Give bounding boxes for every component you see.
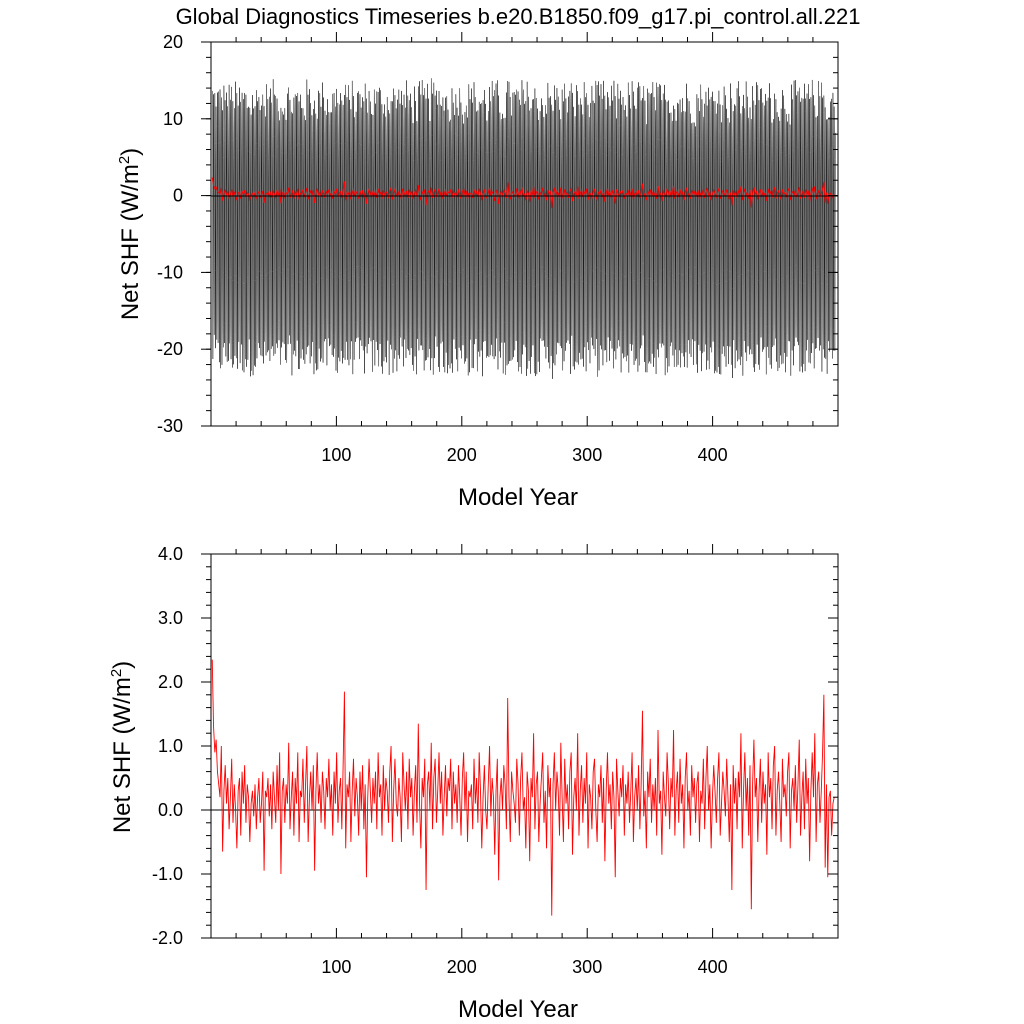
y-tick-label: 0.0	[158, 800, 183, 820]
bottom-annual-mean-line	[211, 659, 835, 916]
y-tick-label: -30	[157, 416, 183, 436]
x-tick-label: 100	[321, 445, 351, 465]
bottom-y-axis-label-main: Net SHF (W/m	[109, 677, 136, 833]
bottom-y-tick-labels: -2.0 -1.0 0.0 1.0 2.0 3.0 4.0	[152, 544, 183, 948]
x-tick-label: 300	[572, 445, 602, 465]
top-x-tick-labels: 100 200 300 400	[321, 445, 727, 465]
bottom-x-tick-labels: 100 200 300 400	[321, 957, 727, 977]
top-y-tick-labels: -30 -20 -10 0 10 20	[157, 32, 183, 436]
top-series-group	[211, 78, 836, 379]
y-tick-label: -10	[157, 262, 183, 282]
y-tick-label: 0	[173, 186, 183, 206]
x-tick-label: 400	[698, 957, 728, 977]
top-plot-frame	[210, 41, 839, 427]
top-tick-marks	[201, 32, 838, 427]
top-panel: -30 -20 -10 0 10 20 100 200 300 400 Model Year N…	[116, 32, 839, 511]
bottom-plot-frame	[210, 553, 839, 939]
bottom-tick-marks	[201, 544, 838, 939]
y-tick-label: 10	[163, 109, 183, 129]
x-tick-label: 300	[572, 957, 602, 977]
bottom-series-group	[211, 659, 835, 916]
y-tick-label: 3.0	[158, 608, 183, 628]
top-y-axis-label-superscript: 2	[116, 156, 133, 164]
bottom-y-axis-label: Net SHF (W/m2)	[108, 661, 136, 833]
bottom-plot-area	[211, 659, 838, 916]
y-tick-label: -1.0	[152, 864, 183, 884]
top-y-axis-label-main: Net SHF (W/m	[117, 164, 144, 320]
bottom-x-axis-label: Model Year	[458, 996, 578, 1023]
top-x-axis-label: Model Year	[458, 484, 578, 511]
x-tick-label: 200	[447, 445, 477, 465]
x-tick-label: 100	[321, 957, 351, 977]
bottom-y-axis-label-close: )	[109, 661, 136, 669]
y-tick-label: 4.0	[158, 544, 183, 564]
top-annual-mean-line	[211, 177, 835, 209]
top-y-axis-label-close: )	[117, 148, 144, 156]
x-tick-label: 200	[447, 957, 477, 977]
x-tick-label: 400	[698, 445, 728, 465]
bottom-panel: -2.0 -1.0 0.0 1.0 2.0 3.0 4.0 100 200 300 400 Mod…	[108, 544, 839, 1023]
y-tick-label: 1.0	[158, 736, 183, 756]
y-tick-label: 20	[163, 32, 183, 52]
y-tick-label: -20	[157, 339, 183, 359]
chart-title: Global Diagnostics Timeseries b.e20.B185…	[176, 4, 861, 29]
bottom-y-axis-label-superscript: 2	[108, 669, 125, 677]
y-tick-label: -2.0	[152, 928, 183, 948]
top-y-axis-label: Net SHF (W/m2)	[116, 148, 144, 320]
y-tick-label: 2.0	[158, 672, 183, 692]
top-plot-area	[211, 78, 838, 379]
top-monthly-line	[212, 78, 836, 379]
